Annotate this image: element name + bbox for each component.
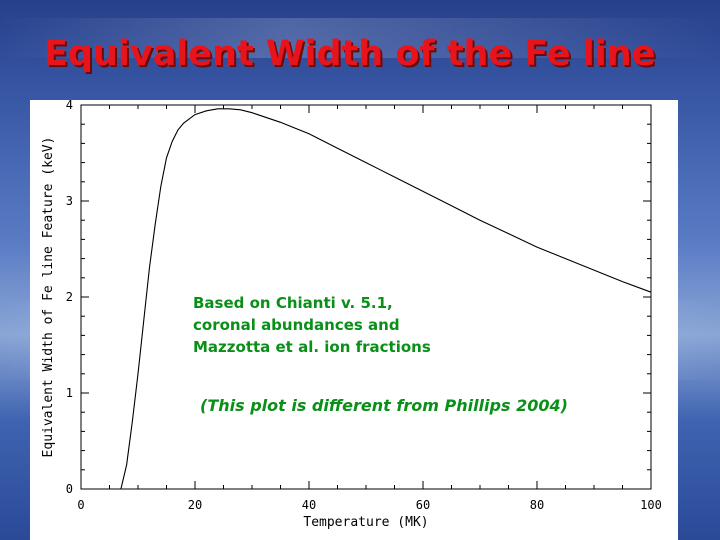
y-tick-label: 4 [66,100,73,112]
x-tick-label: 80 [530,498,544,512]
x-axis-ticks: 0 20 40 60 80 100 [77,105,662,512]
x-axis-label: Temperature (MK) [303,515,428,530]
y-axis-label: Equivalent Width of Fe line Feature (keV… [41,137,56,458]
y-tick-label: 3 [66,194,73,208]
source-note-line-2: coronal abundances and [193,316,400,334]
x-tick-label: 20 [188,498,202,512]
x-tick-label: 40 [302,498,316,512]
x-tick-label: 60 [416,498,430,512]
y-axis-ticks: 0 1 2 3 4 [66,100,651,496]
line-chart: 0 20 40 60 80 100 0 1 2 3 4 Temperature (MK) Equi… [41,100,662,530]
x-tick-label: 0 [77,498,84,512]
plot-panel: 0 20 40 60 80 100 0 1 2 3 4 Temperature (MK) Equi… [30,100,678,540]
series-line [120,108,652,490]
y-tick-label: 2 [66,290,73,304]
source-note-line-3: Mazzotta et al. ion fractions [193,338,431,356]
source-note: Based on Chianti v. 5.1, coronal abundan… [193,292,431,358]
slide-title: Equivalent Width of the Fe line [44,34,656,74]
source-note-line-1: Based on Chianti v. 5.1, [193,294,393,312]
y-tick-label: 1 [66,386,73,400]
x-tick-label: 100 [640,498,662,512]
comparison-note: (This plot is different from Phillips 20… [200,396,568,415]
y-tick-label: 0 [66,482,73,496]
